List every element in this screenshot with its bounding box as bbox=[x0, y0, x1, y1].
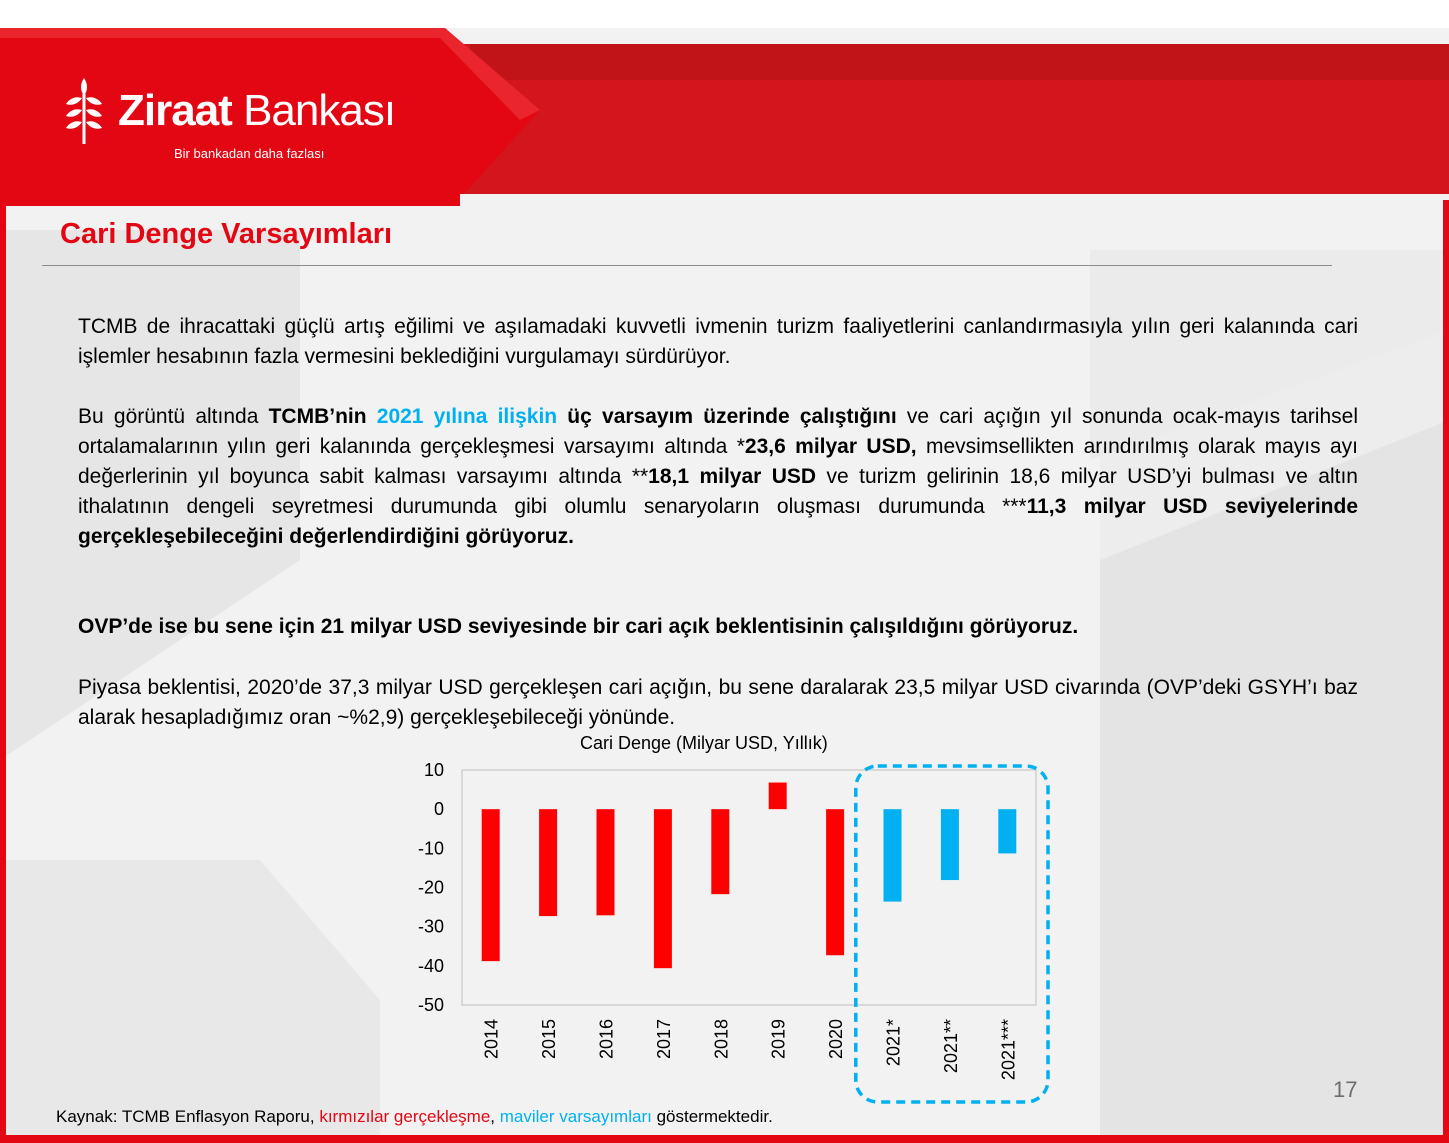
p2-text-2: ve cari açığın yıl sonunda ocak-mayıs ta… bbox=[78, 405, 1358, 458]
y-tick-label: -40 bbox=[418, 956, 444, 976]
slide-frame-bottom bbox=[0, 1135, 1449, 1143]
x-tick-label: 2020 bbox=[826, 1019, 846, 1059]
source-prefix: Kaynak: TCMB Enflasyon Raporu, bbox=[56, 1107, 320, 1126]
bar-2015 bbox=[539, 809, 558, 917]
y-tick-label: 10 bbox=[424, 760, 444, 780]
slide-frame-right bbox=[1443, 200, 1449, 1143]
x-tick-label: 2018 bbox=[711, 1019, 731, 1059]
x-tick-label: 2021* bbox=[884, 1019, 904, 1066]
y-tick-label: -50 bbox=[418, 995, 444, 1015]
brand-name-light: Bankası bbox=[243, 86, 396, 135]
bar-2021** bbox=[940, 809, 959, 881]
bar-2021*** bbox=[998, 809, 1017, 854]
paragraph-2: Bu görüntü altında TCMB’nin 2021 yılına … bbox=[78, 402, 1358, 552]
x-tick-label: 2021*** bbox=[998, 1019, 1018, 1080]
header-banner bbox=[0, 0, 1449, 210]
page-number: 17 bbox=[1333, 1077, 1358, 1102]
bar-2020 bbox=[826, 809, 845, 956]
slide-frame-left bbox=[0, 200, 6, 1143]
bar-2021* bbox=[883, 809, 902, 902]
bar-2018 bbox=[711, 809, 730, 895]
x-tick-label: 2021** bbox=[941, 1019, 961, 1073]
bar-2014 bbox=[481, 809, 500, 962]
brand-name: Ziraat Bankası bbox=[118, 86, 396, 136]
wheat-icon bbox=[66, 78, 102, 144]
bar-2019 bbox=[768, 782, 787, 810]
bar-2016 bbox=[596, 809, 615, 916]
paragraph-4: Piyasa beklentisi, 2020’de 37,3 milyar U… bbox=[78, 676, 1358, 729]
x-tick-label: 2014 bbox=[482, 1019, 502, 1059]
bar-chart: 10 0 -10 -20 -30 -40 -50 2014 2015 2016 2017 2018 20… bbox=[418, 760, 1050, 1104]
x-tick-label: 2016 bbox=[597, 1019, 617, 1059]
page-title: Cari Denge Varsayımları bbox=[60, 218, 393, 250]
p2-text-1: Bu görüntü altında bbox=[78, 405, 269, 428]
source-suffix: göstermektedir. bbox=[651, 1107, 773, 1126]
brand-name-bold: Ziraat bbox=[118, 86, 233, 135]
p2-bold-2: üç varsayım üzerinde çalıştığını bbox=[557, 405, 897, 428]
paragraph-1: TCMB de ihracattaki güçlü artış eğilimi … bbox=[78, 315, 1358, 368]
p2-bold-3: 23,6 milyar USD, bbox=[744, 435, 917, 458]
title-divider bbox=[42, 265, 1332, 266]
y-tick-label: -30 bbox=[418, 917, 444, 937]
x-tick-label: 2019 bbox=[769, 1019, 789, 1059]
source-blue-legend: maviler varsayımları bbox=[499, 1107, 652, 1126]
p2-bold-4: 18,1 milyar USD bbox=[648, 465, 817, 488]
p2-bold-1: TCMB’nin bbox=[268, 405, 377, 428]
source-red-legend: kırmızılar gerçekleşme bbox=[319, 1107, 491, 1126]
chart-title: Cari Denge (Milyar USD, Yıllık) bbox=[580, 733, 828, 753]
source-note: Kaynak: TCMB Enflasyon Raporu, kırmızıla… bbox=[56, 1107, 773, 1127]
bar-2017 bbox=[653, 809, 672, 969]
p2-bold-5: 11,3 milyar USD seviyelerinde gerçekleşe… bbox=[78, 495, 1359, 548]
x-tick-label: 2017 bbox=[654, 1019, 674, 1059]
y-tick-label: 0 bbox=[434, 799, 444, 819]
paragraph-3: OVP’de ise bu sene için 21 milyar USD se… bbox=[78, 615, 1079, 638]
y-tick-label: -20 bbox=[418, 878, 444, 898]
plot-area bbox=[461, 769, 1037, 1006]
p2-text-3: mevsimsellikten arındırılmış olarak mayı… bbox=[78, 435, 1359, 488]
y-tick-label: -10 bbox=[418, 838, 444, 858]
p2-blue-highlight: 2021 yılına ilişkin bbox=[376, 405, 558, 428]
source-separator: , bbox=[490, 1107, 500, 1126]
brand-tagline: Bir bankadan daha fazlası bbox=[174, 146, 325, 161]
p2-text-4: ve turizm gelirinin 18,6 milyar USD’yi b… bbox=[78, 465, 1358, 518]
ziraat-logo: Ziraat Bankası Bir bankadan daha fazlası bbox=[62, 76, 396, 161]
x-tick-label: 2015 bbox=[539, 1019, 559, 1059]
